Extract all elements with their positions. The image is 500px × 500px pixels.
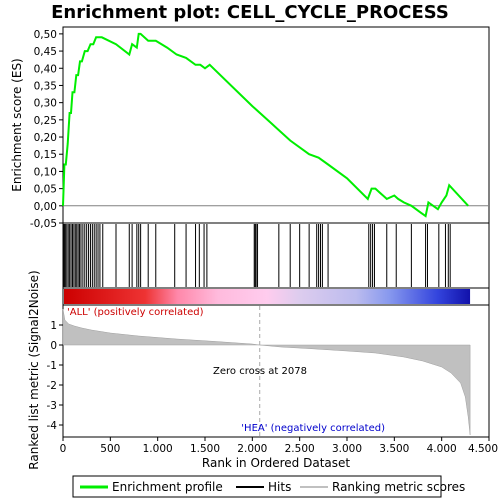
enrichment-profile-line <box>62 32 469 218</box>
ranking-color-gradient <box>64 289 471 304</box>
x-tick-label: 1.500 <box>190 443 220 455</box>
es-y-tick-label: -0,05 <box>30 218 57 230</box>
metric-y-tick-label: 1 <box>50 320 57 332</box>
x-tick-label: 0 <box>60 443 67 455</box>
es-y-tick-label: 0,20 <box>34 132 57 144</box>
metric-y-axis-label: Ranked list metric (Signal2Noise) <box>27 270 41 469</box>
legend-hits-label: Hits <box>268 480 291 494</box>
es-y-tick-label: 0,35 <box>34 80 57 92</box>
hit-marks <box>62 224 451 287</box>
es-y-tick-label: 0,10 <box>34 166 57 178</box>
es-panel-frame <box>62 26 490 224</box>
legend: Enrichment profile Hits Ranking metric s… <box>72 475 465 498</box>
es-y-tick-label: 0,40 <box>34 63 57 75</box>
hits-panel-frame <box>62 222 490 289</box>
metric-panel-frame <box>62 304 490 438</box>
negative-correlation-label: 'HEA' (negatively correlated) <box>241 423 385 434</box>
x-tick-label: 1.000 <box>143 443 173 455</box>
es-y-tick-label: 0,45 <box>34 46 57 58</box>
es-y-axis-label: Enrichment score (ES) <box>10 58 24 191</box>
zero-cross-label: Zero cross at 2078 <box>213 366 307 377</box>
es-y-tick-label: 0,00 <box>34 201 57 213</box>
ranking-metric-area <box>62 308 471 436</box>
metric-y-tick-label: -2 <box>47 380 57 392</box>
x-tick-label: 3.500 <box>379 443 409 455</box>
legend-metric-label: Ranking metric scores <box>332 480 465 494</box>
metric-panel: -4 -3 -2 -1 0 1 0 500 1.000 1.500 2.000 2.500 3.000… <box>27 270 498 470</box>
es-panel: -0,05 0,00 0,05 0,10 0,15 0,20 0,25 0,30 0,35 0,4… <box>10 26 490 230</box>
x-tick-label: 4.500 <box>468 443 498 455</box>
positive-correlation-label: 'ALL' (positively correlated) <box>67 307 204 318</box>
x-axis-label: Rank in Ordered Dataset <box>202 456 350 470</box>
metric-y-tick-label: -1 <box>47 360 57 372</box>
metric-y-tick-label: 0 <box>50 340 57 352</box>
hits-panel <box>62 222 490 289</box>
x-tick-label: 2.500 <box>285 443 315 455</box>
es-y-tick-label: 0,30 <box>34 98 57 110</box>
es-y-tick-label: 0,25 <box>34 115 57 127</box>
x-tick-label: 2.000 <box>237 443 267 455</box>
es-y-tick-label: 0,15 <box>34 149 57 161</box>
chart-title: Enrichment plot: CELL_CYCLE_PROCESS <box>51 2 449 23</box>
metric-y-ticks: -4 -3 -2 -1 0 1 <box>47 320 63 432</box>
metric-y-tick-label: -3 <box>47 400 57 412</box>
es-y-ticks: -0,05 0,00 0,05 0,10 0,15 0,20 0,25 0,30 0,35 0,4… <box>30 29 63 230</box>
x-tick-label: 500 <box>100 443 120 455</box>
legend-enrichment-label: Enrichment profile <box>112 480 223 494</box>
es-y-tick-label: 0,05 <box>34 184 57 196</box>
x-ticks: 0 500 1.000 1.500 2.000 2.500 3.000 3.500 4.000 4… <box>60 437 498 455</box>
es-y-tick-label: 0,50 <box>34 29 57 41</box>
x-tick-label: 3.000 <box>332 443 362 455</box>
x-tick-label: 4.000 <box>427 443 457 455</box>
metric-y-tick-label: -4 <box>47 420 58 432</box>
